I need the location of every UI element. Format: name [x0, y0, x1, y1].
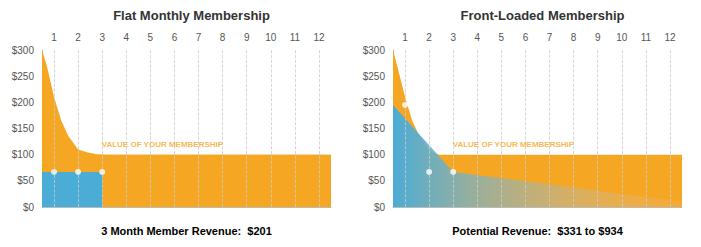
svg-text:$150: $150	[12, 123, 35, 134]
svg-text:7: 7	[196, 32, 202, 43]
svg-text:$250: $250	[363, 71, 386, 82]
svg-text:6: 6	[523, 32, 529, 43]
svg-text:2: 2	[75, 32, 81, 43]
svg-text:8: 8	[220, 32, 226, 43]
svg-text:$300: $300	[12, 45, 35, 56]
svg-text:$100: $100	[12, 149, 35, 160]
svg-text:9: 9	[595, 32, 601, 43]
svg-text:10: 10	[616, 32, 628, 43]
svg-text:3: 3	[99, 32, 105, 43]
svg-text:3: 3	[450, 32, 456, 43]
svg-text:$200: $200	[12, 97, 35, 108]
svg-text:5: 5	[499, 32, 505, 43]
svg-text:VALUE OF YOUR MEMBERSHIP: VALUE OF YOUR MEMBERSHIP	[453, 140, 575, 149]
svg-text:11: 11	[290, 32, 301, 43]
svg-text:9: 9	[244, 32, 250, 43]
svg-text:12: 12	[664, 32, 676, 43]
svg-text:Flat Monthly Membership: Flat Monthly Membership	[113, 8, 270, 23]
svg-text:12: 12	[313, 32, 325, 43]
svg-text:VALUE OF YOUR MEMBERSHIP: VALUE OF YOUR MEMBERSHIP	[102, 140, 224, 149]
svg-text:8: 8	[571, 32, 577, 43]
svg-text:3 Month Member Revenue:: 3 Month Member Revenue:	[101, 225, 247, 237]
svg-text:5: 5	[148, 32, 154, 43]
svg-text:$300: $300	[363, 45, 386, 56]
svg-text:$0: $0	[23, 202, 35, 213]
svg-text:$0: $0	[374, 202, 386, 213]
svg-text:$331 to $934: $331 to $934	[557, 225, 623, 237]
svg-text:7: 7	[547, 32, 553, 43]
svg-text:$50: $50	[17, 175, 34, 186]
svg-text:$201: $201	[247, 225, 271, 237]
svg-text:Front-Loaded Membership: Front-Loaded Membership	[461, 8, 625, 23]
svg-text:6: 6	[172, 32, 178, 43]
svg-text:2: 2	[426, 32, 432, 43]
svg-text:4: 4	[475, 32, 481, 43]
svg-text:1: 1	[402, 32, 408, 43]
svg-text:$50: $50	[368, 175, 385, 186]
svg-text:$150: $150	[363, 123, 386, 134]
svg-text:$100: $100	[363, 149, 386, 160]
svg-text:10: 10	[265, 32, 277, 43]
svg-text:4: 4	[124, 32, 130, 43]
svg-text:11: 11	[641, 32, 652, 43]
svg-text:$200: $200	[363, 97, 386, 108]
svg-text:1: 1	[51, 32, 57, 43]
svg-text:Potential Revenue:: Potential Revenue:	[452, 225, 557, 237]
svg-text:$250: $250	[12, 71, 35, 82]
